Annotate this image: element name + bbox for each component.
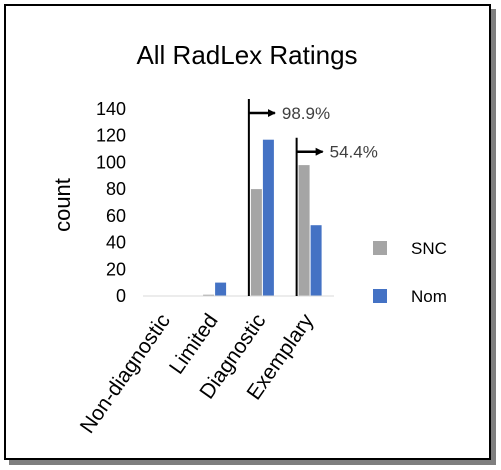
y-tick-label: 80 (106, 179, 126, 199)
x-category-label: Non-diagnostic (76, 310, 175, 438)
bars (203, 139, 322, 296)
chart-frame (4, 4, 491, 460)
y-tick-labels: 0 20 40 60 80 100 120 140 (96, 99, 126, 306)
bar-nom-exemplary (310, 225, 322, 296)
y-tick-label: 140 (96, 99, 126, 119)
annotations: 98.9% 54.4% (247, 99, 378, 296)
legend-label-nom: Nom (411, 287, 447, 306)
legend-swatch-nom (373, 289, 387, 303)
annotation-label: 54.4% (330, 143, 378, 162)
y-axis-label: count (50, 178, 75, 232)
y-tick-label: 40 (106, 233, 126, 253)
legend: SNC Nom (373, 239, 447, 306)
bar-snc-limited (203, 294, 215, 296)
y-tick-label: 20 (106, 259, 126, 279)
y-tick-label: 0 (116, 286, 126, 306)
bar-nom-diagnostic (262, 139, 274, 296)
bar-nom-limited (215, 282, 227, 296)
chart-title: All RadLex Ratings (136, 40, 357, 70)
legend-swatch-snc (373, 241, 387, 255)
y-tick-label: 100 (96, 152, 126, 172)
y-tick-label: 60 (106, 206, 126, 226)
bar-snc-exemplary (298, 165, 310, 296)
y-tick-label: 120 (96, 126, 126, 146)
legend-label-snc: SNC (411, 239, 447, 258)
annotation-label: 98.9% (282, 104, 330, 123)
bar-snc-diagnostic (250, 189, 262, 296)
